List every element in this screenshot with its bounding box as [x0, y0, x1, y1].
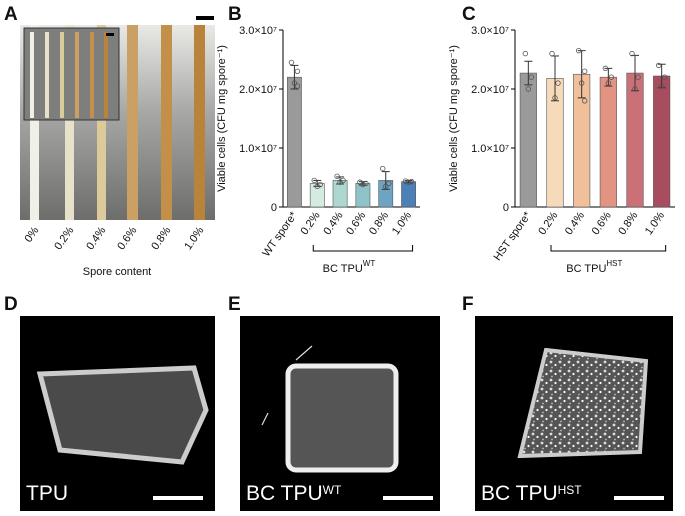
- x-tick-label: 0.6%: [115, 225, 139, 253]
- x-tick-label: 1.0%: [182, 225, 206, 253]
- y-tick-label: 2.0×10⁷: [239, 84, 277, 96]
- micro-label-main: TPU: [26, 482, 68, 505]
- data-point: [661, 74, 668, 80]
- x-tick-label: 1.0%: [643, 210, 667, 238]
- x-tick-label: 0.4%: [563, 210, 587, 238]
- group-label-sup: HST: [606, 259, 622, 268]
- data-point: [525, 86, 532, 92]
- data-point: [383, 183, 389, 190]
- bar: [626, 72, 644, 208]
- data-point: [294, 68, 301, 74]
- data-point: [549, 50, 555, 57]
- data-point: [655, 62, 662, 69]
- y-tick-label: 1.0×10⁷: [471, 143, 509, 155]
- data-point: [632, 86, 638, 92]
- data-point: [337, 179, 343, 185]
- x-tick-label: 1.0%: [390, 210, 414, 238]
- data-point: [380, 165, 386, 172]
- data-point: [294, 83, 301, 89]
- data-point: [408, 178, 415, 185]
- x-tick-label: 0.8%: [149, 225, 173, 253]
- x-tick-label: 0.2%: [536, 210, 560, 238]
- x-tick-label: 0.2%: [52, 225, 76, 253]
- micro-label: TPU: [26, 482, 68, 505]
- bar: [287, 76, 302, 208]
- micro-label: BC TPUWT: [246, 482, 342, 505]
- x-tick-label: 0.4%: [84, 225, 108, 253]
- panel-letter: B: [228, 4, 242, 25]
- data-point: [528, 74, 535, 80]
- bracket: [550, 245, 667, 252]
- micro-label: BC TPUHST: [481, 482, 582, 505]
- data-point: [581, 98, 588, 104]
- y-tick-label: 1.0×10⁷: [239, 143, 277, 155]
- y-tick-label: 0: [503, 202, 509, 214]
- group-label-main: BC TPU: [566, 263, 606, 275]
- photo: [20, 16, 215, 220]
- data-point: [608, 74, 615, 80]
- data-point: [311, 177, 317, 184]
- data-point: [317, 181, 323, 188]
- x-tick-label: 0%: [23, 225, 42, 245]
- data-point: [575, 47, 582, 54]
- data-point: [578, 80, 585, 86]
- y-tick-label: 0: [271, 202, 277, 214]
- data-point: [629, 50, 635, 57]
- micrographs: [20, 316, 673, 511]
- bracket: [312, 245, 414, 252]
- x-tick-label: 0.2%: [298, 210, 322, 238]
- micro-label-main: BC TPU: [246, 482, 323, 505]
- panel-letter: E: [228, 294, 241, 315]
- data-point: [363, 180, 369, 187]
- x-tick-label: 0.6%: [590, 210, 614, 238]
- x-tick-label: 0.8%: [616, 210, 640, 238]
- y-tick-label: 3.0×10⁷: [239, 25, 277, 37]
- data-point: [555, 80, 561, 86]
- x-tick-label: 0.4%: [321, 210, 345, 238]
- data-point: [402, 178, 409, 184]
- y-tick-label: 2.0×10⁷: [471, 84, 509, 96]
- bar: [401, 181, 416, 208]
- panel-letter: C: [462, 4, 476, 25]
- panel-letter: F: [462, 294, 474, 315]
- x-tick-label: WT spore*: [260, 209, 300, 259]
- micro-label-sup: HST: [558, 483, 583, 497]
- x-tick-label: HST spore*: [491, 209, 534, 263]
- data-point: [522, 50, 529, 57]
- micro-label-sup: WT: [323, 483, 342, 497]
- data-point: [288, 59, 295, 66]
- group-label: BC TPUWT: [323, 259, 376, 275]
- group-label-main: BC TPU: [323, 263, 363, 275]
- x-tick-label: 0.8%: [367, 210, 391, 238]
- panel-letter: A: [4, 4, 18, 25]
- data-point: [658, 83, 665, 89]
- data-point: [581, 68, 588, 74]
- data-point: [552, 95, 558, 101]
- data-point: [334, 173, 340, 180]
- bar: [653, 75, 671, 208]
- data-point: [340, 177, 346, 184]
- y-tick-label: 3.0×10⁷: [471, 25, 509, 37]
- data-point: [405, 179, 412, 185]
- data-point: [605, 80, 612, 86]
- data-point: [360, 181, 366, 188]
- data-point: [386, 180, 392, 187]
- bar: [309, 183, 325, 208]
- data-point: [602, 65, 609, 72]
- x-tick-label: 0.6%: [344, 210, 368, 238]
- bar: [599, 76, 617, 208]
- data-point: [291, 80, 298, 86]
- x-axis-label: Spore content: [83, 266, 152, 278]
- y-axis-label: Viable cells (CFU mg spore⁻¹): [448, 45, 460, 192]
- group-label-sup: WT: [363, 259, 376, 268]
- bar: [519, 72, 537, 208]
- group-label: BC TPUHST: [566, 259, 622, 275]
- panel-letter: D: [4, 294, 18, 315]
- micro-label-main: BC TPU: [481, 482, 558, 505]
- data-point: [314, 183, 320, 190]
- y-axis-label: Viable cells (CFU mg spore⁻¹): [216, 45, 228, 192]
- data-point: [635, 74, 641, 80]
